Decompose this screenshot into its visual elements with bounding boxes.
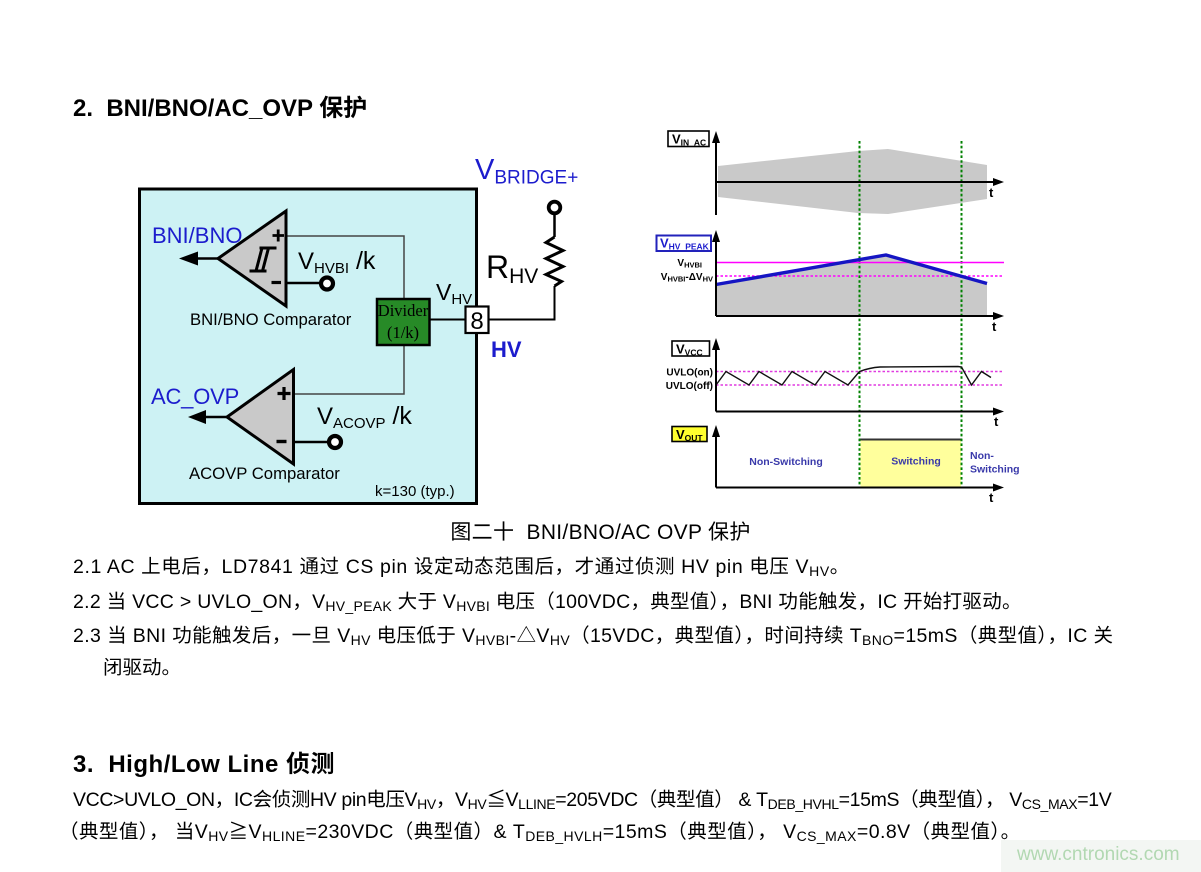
svg-text:BNI/BNO Comparator: BNI/BNO Comparator bbox=[190, 310, 352, 329]
svg-text:Switching: Switching bbox=[970, 464, 1020, 476]
svg-text:t: t bbox=[992, 319, 997, 334]
svg-text:Non-: Non- bbox=[970, 450, 994, 462]
svg-text:Switching: Switching bbox=[891, 456, 941, 468]
svg-text:k=130 (typ.): k=130 (typ.) bbox=[375, 483, 455, 500]
svg-text:AC_OVP: AC_OVP bbox=[151, 384, 239, 409]
svg-text:t: t bbox=[989, 185, 994, 200]
svg-text:8: 8 bbox=[470, 308, 483, 335]
svg-text:VHVBI: VHVBI bbox=[677, 258, 702, 270]
svg-text:UVLO(off): UVLO(off) bbox=[666, 381, 713, 392]
svg-text:BNI/BNO: BNI/BNO bbox=[152, 223, 242, 248]
svg-text:Divider: Divider bbox=[378, 301, 429, 320]
svg-text:HV: HV bbox=[491, 337, 522, 362]
svg-text:t: t bbox=[994, 414, 999, 429]
svg-text:(1/k): (1/k) bbox=[387, 323, 419, 342]
svg-text:UVLO(on): UVLO(on) bbox=[666, 368, 713, 379]
svg-text:Non-Switching: Non-Switching bbox=[749, 456, 823, 468]
svg-text:RHV: RHV bbox=[486, 249, 538, 288]
svg-text:VBRIDGE+: VBRIDGE+ bbox=[475, 154, 578, 189]
svg-text:VHVBI-ΔVHV: VHVBI-ΔVHV bbox=[661, 272, 713, 284]
svg-text:t: t bbox=[989, 490, 994, 505]
svg-text:ACOVP Comparator: ACOVP Comparator bbox=[189, 464, 340, 483]
